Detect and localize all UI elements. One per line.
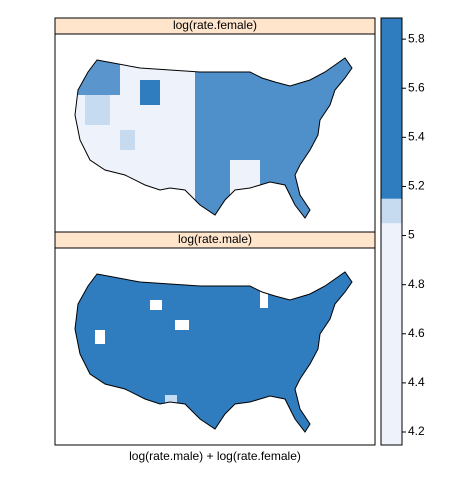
tick-label: 4.4 bbox=[408, 375, 425, 389]
colorkey bbox=[381, 18, 402, 445]
tick-label: 4.2 bbox=[408, 424, 425, 438]
x-axis-label: log(rate.male) + log(rate.female) bbox=[129, 449, 301, 463]
colorkey-band bbox=[381, 18, 402, 199]
colorkey-band bbox=[381, 223, 402, 445]
colorkey-band bbox=[381, 198, 402, 224]
tick-label: 5.4 bbox=[408, 130, 425, 144]
strip-label: log(rate.female) bbox=[173, 18, 257, 32]
tick-label: 4.8 bbox=[408, 277, 425, 291]
strip bbox=[54, 17, 376, 35]
tick-label: 4.6 bbox=[408, 326, 425, 340]
tick-label: 5.6 bbox=[408, 80, 425, 94]
strip-label: log(rate.male) bbox=[178, 232, 252, 246]
colorkey-frame bbox=[380, 17, 403, 446]
strip bbox=[54, 231, 376, 249]
tick-label: 5.8 bbox=[408, 31, 425, 45]
tick-label: 5.2 bbox=[408, 179, 425, 193]
tick-label: 5 bbox=[408, 228, 415, 242]
